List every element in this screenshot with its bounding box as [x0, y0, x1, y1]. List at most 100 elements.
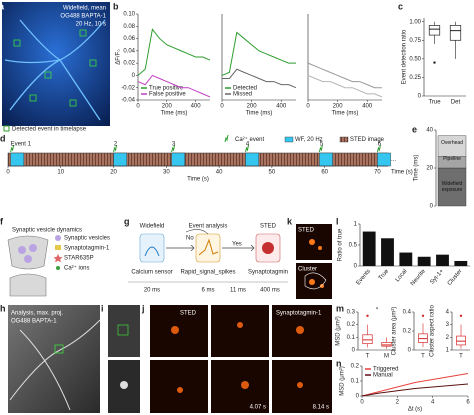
legend-label: True positive [149, 86, 184, 92]
panel-label: e [412, 124, 417, 134]
event-label: 4 [246, 142, 250, 148]
widefield-block [113, 152, 127, 167]
step-time: 11 ms [230, 288, 246, 294]
legend-label: Detected event in timelapse [12, 127, 87, 133]
event-label: 3 [172, 142, 176, 148]
panel-label: g [124, 216, 130, 226]
x-tick-label: 400 [362, 104, 373, 110]
x-tick-label: 40 [216, 170, 223, 176]
x-axis-label: Time (s) [187, 177, 209, 183]
image-caption: STED [298, 228, 315, 234]
box [381, 342, 392, 347]
y-tick-label: 0.3 [347, 310, 356, 316]
y-tick-label: 0.25 [409, 75, 421, 81]
x-tick-label: T [459, 354, 463, 360]
arrowhead [190, 244, 255, 252]
legend-label: Missed [233, 92, 252, 98]
step-description: Synaptotagmin [248, 270, 288, 276]
x-tick-label: 0 [6, 170, 10, 176]
data-line [361, 383, 469, 397]
panel-label: j [141, 303, 145, 313]
image-caption: OG488 BAPTA-1 [60, 14, 106, 20]
step-icon [144, 246, 160, 257]
x-tick-label: 2 [396, 400, 400, 406]
data-line [221, 31, 296, 76]
bar-segment [437, 135, 467, 157]
widefield-image [2, 2, 110, 126]
legend-label: Manual [373, 373, 393, 379]
timestamp: 4.07 s [250, 405, 266, 411]
image-caption: Analysis, max. proj. [11, 311, 63, 317]
branch-label: No [186, 236, 194, 242]
event-label: 6 [378, 142, 382, 148]
event-box [54, 344, 64, 354]
event-label: Event 1 [11, 142, 32, 148]
ca-event [113, 144, 118, 153]
bar [362, 231, 376, 266]
segment-label: Overhead [441, 140, 463, 147]
y-tick-label: 0.2 [347, 322, 356, 328]
y-tick-label: 0.04 [123, 48, 135, 54]
y-axis-label: Time (ms) [414, 155, 420, 182]
event-label: 2 [114, 142, 118, 148]
event-boxes [13, 29, 97, 107]
y-tick-label: -0.04 [121, 98, 135, 104]
x-tick-label: 50 [269, 170, 276, 176]
x-tick-label: 4 [431, 400, 435, 406]
widefield-block [10, 152, 25, 167]
panel-label: f [0, 216, 4, 226]
image-caption: OG488 BAPTA-1 [11, 319, 57, 325]
x-tick-label: 200 [333, 104, 344, 110]
step-time: 20 ms [144, 288, 160, 294]
y-tick-label: 0.02 [123, 61, 135, 67]
step-icon [198, 238, 219, 256]
legend-swatch [284, 136, 294, 143]
y-tick-label: 0 [418, 94, 422, 100]
step-time: 400 ms [260, 288, 280, 294]
widefield-block [377, 152, 391, 167]
event-box [117, 324, 129, 336]
x-tick-label: 400 [276, 104, 287, 110]
ca-event [171, 144, 176, 153]
y-tick-label: 0.08 [123, 24, 135, 30]
y-axis-label: ΔF/F₀ [116, 49, 122, 65]
data-line [222, 68, 297, 89]
x-tick-label: True [378, 268, 391, 282]
sted-signal [171, 322, 304, 393]
legend-swatch [224, 134, 229, 143]
annotation: * [376, 308, 379, 314]
legend-swatch [55, 245, 61, 250]
zoom-image [108, 305, 140, 357]
x-axis-label: Time (ms) [246, 111, 273, 117]
widefield-block [319, 152, 333, 167]
y-axis-label: Cluster aspect ratio [430, 305, 436, 357]
image-caption: Cluster [298, 267, 317, 273]
bar [436, 254, 449, 266]
sted-tiles [150, 305, 332, 413]
ca-event [245, 144, 249, 153]
legend-swatch [339, 136, 349, 143]
box [449, 25, 462, 41]
x-tick-label: 0 [306, 104, 310, 110]
widefield-block [245, 152, 259, 167]
ca-event [10, 144, 15, 153]
y-tick-label: 0 [354, 264, 358, 270]
legend-swatch [56, 266, 60, 270]
x-tick-label: Det [451, 100, 461, 106]
y-tick-label: 1 [354, 222, 358, 228]
x-axis-label: Time (ms) [161, 111, 188, 117]
y-axis-label: Event detection ratio [402, 29, 408, 84]
x-tick-label: 70 [374, 170, 381, 176]
data-line [137, 28, 211, 76]
legend-label: STED image [350, 137, 385, 143]
x-tick-label: 400 [191, 104, 202, 110]
panel-title: Synaptic vesicle dynamics [12, 228, 82, 234]
x-tick-label: 200 [247, 104, 258, 110]
bar [417, 256, 431, 266]
neurites [4, 19, 106, 121]
image-caption: Widefield, mean [63, 6, 106, 12]
panel-label: i [101, 303, 104, 313]
y-axis-label: MSD (μm²) [340, 366, 346, 395]
hotspot [120, 381, 128, 389]
